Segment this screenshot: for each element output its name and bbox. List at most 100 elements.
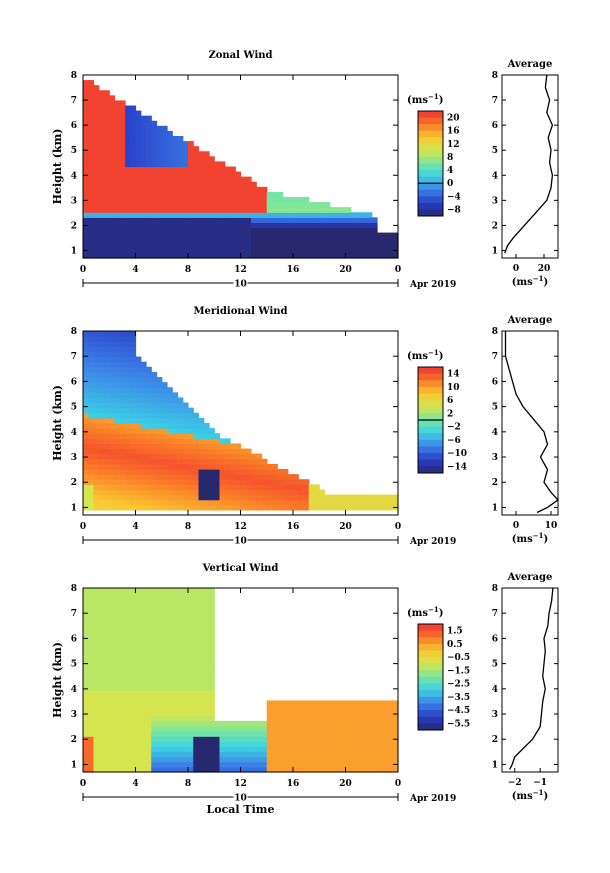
- heatmap-cell: [93, 412, 100, 419]
- heatmap-cell: [303, 237, 310, 244]
- heatmap-cell: [119, 217, 126, 224]
- heatmap-cell: [350, 700, 357, 707]
- heatmap-cell: [188, 237, 194, 244]
- heatmap-cell: [308, 489, 315, 496]
- heatmap-cell: [203, 499, 210, 506]
- heatmap-cell: [114, 458, 121, 465]
- heatmap-cell: [198, 247, 205, 254]
- heatmap-cell: [98, 95, 105, 102]
- heatmap-cell: [135, 202, 142, 208]
- heatmap-cell: [83, 161, 89, 168]
- heatmap-cell: [177, 613, 184, 620]
- heatmap-cell: [114, 608, 121, 615]
- heatmap-cell: [104, 499, 110, 506]
- heatmap-cell: [314, 720, 320, 727]
- heatmap-cell: [88, 412, 95, 419]
- heatmap-cell: [130, 613, 137, 620]
- heatmap-cell: [83, 458, 89, 465]
- heatmap-cell: [130, 726, 137, 732]
- heatmap-cell: [256, 232, 263, 239]
- heatmap-cell: [88, 438, 95, 445]
- heatmap-cell: [98, 331, 105, 337]
- heatmap-cell: [230, 463, 236, 470]
- heatmap-cell: [188, 458, 194, 465]
- heatmap-cell: [125, 761, 131, 768]
- heatmap-cell: [209, 232, 215, 239]
- heatmap-cell: [135, 674, 142, 681]
- heatmap-cell: [272, 474, 278, 480]
- heatmap-cell: [156, 448, 163, 455]
- heatmap-cell: [382, 741, 389, 748]
- heatmap-cell: [172, 680, 179, 686]
- heatmap-cell: [219, 453, 226, 460]
- heatmap-cell: [219, 242, 226, 249]
- heatmap-cell: [125, 382, 131, 388]
- heatmap-cell: [125, 237, 131, 244]
- heatmap-cell: [193, 453, 200, 460]
- heatmap-cell: [172, 489, 179, 496]
- heatmap-cell: [308, 252, 315, 259]
- heatmap-cell: [298, 222, 305, 229]
- heatmap-cell: [151, 474, 158, 480]
- profile-y-tick-label: 6: [492, 634, 498, 644]
- colorbar-swatch: [418, 393, 443, 401]
- heatmap-cell: [88, 705, 95, 712]
- heatmap-cell: [114, 402, 121, 409]
- heatmap-cell: [104, 125, 110, 132]
- heatmap-cell: [293, 217, 299, 224]
- heatmap-cell: [298, 741, 305, 748]
- heatmap-cell: [156, 428, 163, 434]
- heatmap-cell: [308, 731, 315, 737]
- heatmap-cell: [125, 443, 131, 450]
- heatmap-cell: [156, 377, 163, 383]
- heatmap-cell: [177, 202, 184, 208]
- heatmap-cell: [146, 156, 152, 163]
- heatmap-cell: [172, 407, 179, 414]
- heatmap-cell: [140, 448, 147, 455]
- heatmap-cell: [167, 469, 173, 475]
- profile-x-tick-label: 20: [538, 264, 551, 274]
- colorbar-swatch: [418, 117, 443, 125]
- heatmap-cell: [135, 458, 142, 465]
- heatmap-cell: [235, 479, 242, 485]
- heatmap-cell: [130, 341, 137, 347]
- heatmap-cell: [114, 433, 121, 439]
- heatmap-cell: [198, 598, 205, 604]
- heatmap-cell: [114, 227, 121, 234]
- heatmap-cell: [177, 669, 184, 676]
- heatmap-cell: [293, 222, 299, 229]
- heatmap-cell: [182, 598, 189, 604]
- heatmap-cell: [235, 232, 242, 239]
- heatmap-cell: [371, 499, 378, 506]
- heatmap-cell: [203, 741, 210, 748]
- heatmap-cell: [282, 700, 289, 707]
- heatmap-cell: [167, 751, 173, 758]
- colorbar-unit-sup: −1: [428, 605, 439, 614]
- heatmap-cell: [98, 227, 105, 234]
- heatmap-cell: [382, 242, 389, 249]
- heatmap-cell: [109, 407, 116, 414]
- heatmap-cell: [214, 237, 221, 244]
- heatmap-cell: [182, 151, 189, 157]
- heatmap-cell: [135, 453, 142, 460]
- heatmap-cell: [319, 710, 326, 717]
- heatmap-cell: [371, 731, 378, 737]
- heatmap-cell: [93, 644, 100, 650]
- heatmap-cell: [324, 252, 331, 259]
- heatmap-cell: [156, 423, 163, 429]
- heatmap-cell: [329, 494, 336, 501]
- heatmap-cell: [167, 151, 173, 157]
- heatmap-cell: [135, 726, 142, 732]
- heatmap-cell: [361, 720, 368, 727]
- heatmap-cell: [230, 746, 236, 753]
- heatmap-cell: [140, 608, 147, 615]
- heatmap-cell: [98, 336, 105, 342]
- heatmap-cell: [135, 397, 142, 404]
- heatmap-cell: [371, 247, 378, 254]
- heatmap-cell: [146, 207, 152, 213]
- heatmap-cell: [251, 207, 257, 213]
- heatmap-cell: [272, 720, 278, 727]
- heatmap-cell: [209, 664, 215, 671]
- heatmap-cell: [130, 202, 137, 208]
- heatmap-cell: [104, 494, 110, 501]
